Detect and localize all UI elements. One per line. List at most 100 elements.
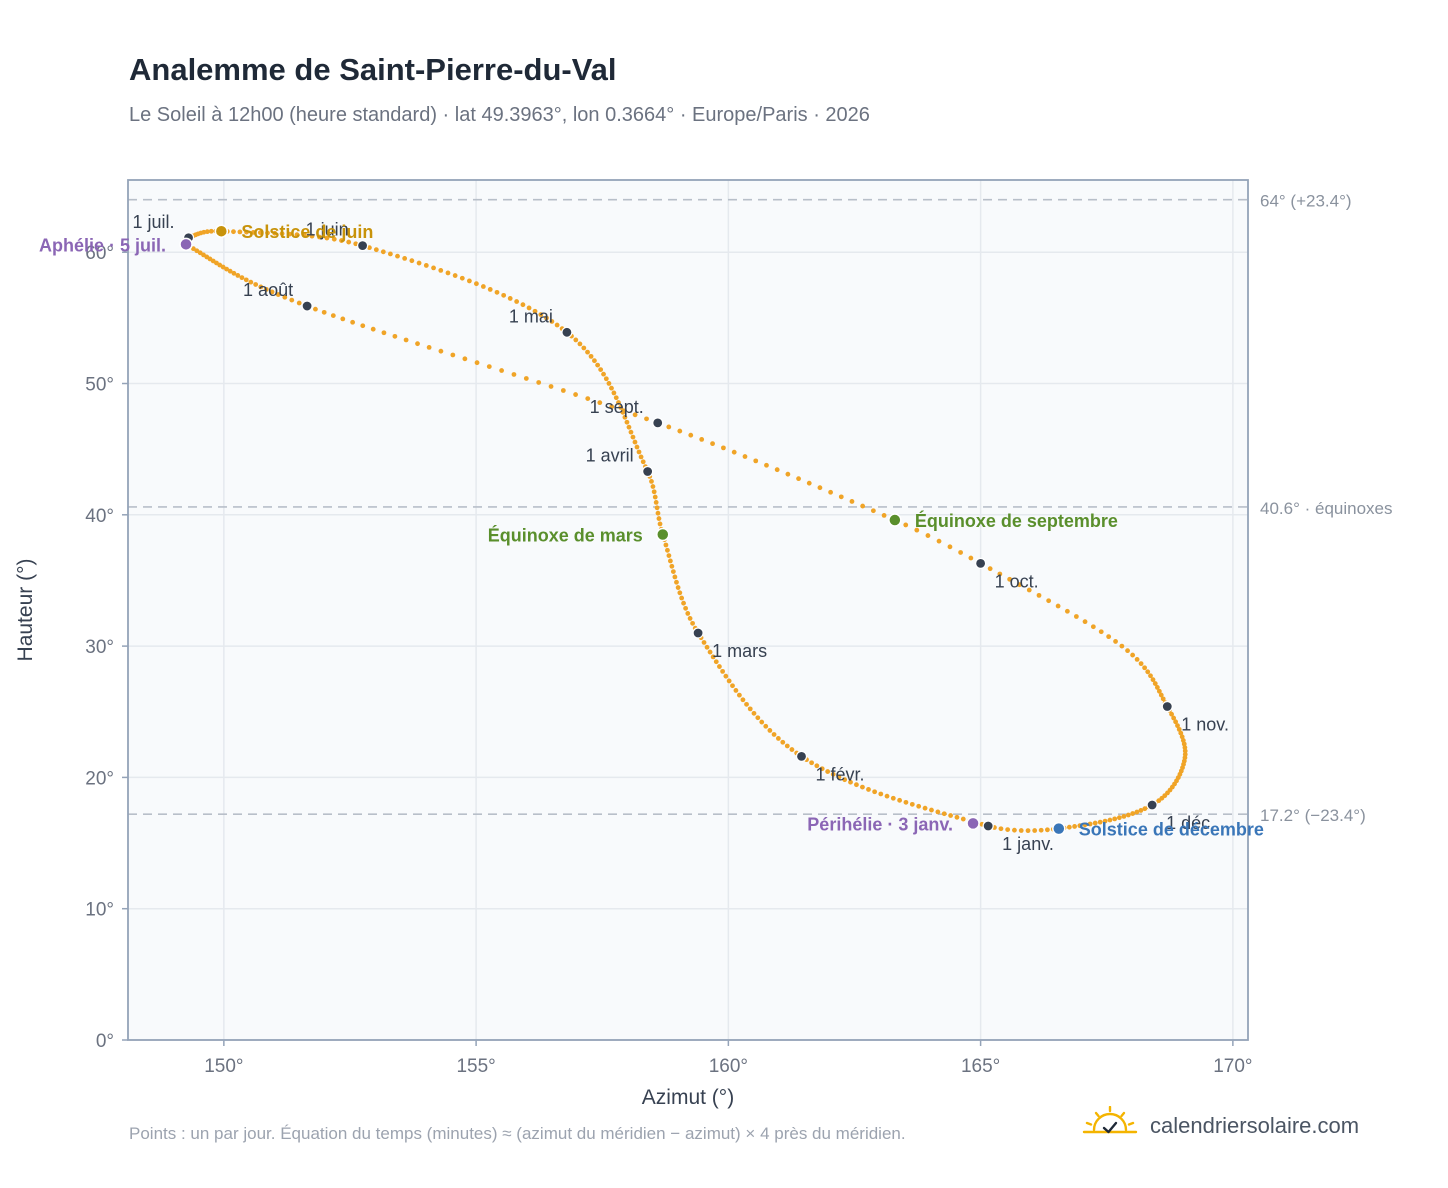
daily-point bbox=[450, 352, 456, 358]
daily-point bbox=[313, 306, 318, 312]
daily-point bbox=[884, 793, 890, 799]
daily-point bbox=[747, 706, 753, 712]
daily-point bbox=[767, 728, 773, 733]
daily-point bbox=[597, 400, 603, 406]
plot-frame bbox=[127, 179, 1249, 1041]
daily-point bbox=[1092, 820, 1098, 826]
daily-point bbox=[330, 313, 336, 318]
daily-point bbox=[507, 296, 513, 301]
daily-point bbox=[1176, 726, 1182, 732]
x-tick-label: 155° bbox=[456, 1056, 495, 1077]
daily-point bbox=[279, 231, 285, 237]
month-label: 1 déc. bbox=[1166, 813, 1215, 833]
daily-point bbox=[657, 521, 663, 527]
daily-point bbox=[462, 356, 468, 362]
daily-point bbox=[1026, 587, 1032, 593]
daily-point bbox=[1171, 715, 1177, 721]
daily-point bbox=[501, 292, 507, 298]
daily-point bbox=[239, 275, 245, 281]
daily-point bbox=[227, 268, 233, 274]
daily-point bbox=[1012, 827, 1017, 833]
daily-point bbox=[426, 345, 432, 350]
y-tick-label: 50° bbox=[85, 375, 114, 396]
reference-line-label: 40.6° · équinoxes bbox=[1260, 499, 1393, 518]
daily-point bbox=[1125, 812, 1131, 818]
daily-point bbox=[592, 358, 597, 364]
daily-point bbox=[860, 784, 865, 790]
daily-point bbox=[819, 766, 825, 772]
daily-point bbox=[763, 723, 769, 729]
daily-point bbox=[514, 299, 520, 304]
daily-point bbox=[789, 747, 795, 752]
daily-point bbox=[903, 799, 909, 805]
daily-point bbox=[683, 605, 689, 611]
daily-point bbox=[544, 315, 549, 321]
daily-point bbox=[817, 485, 823, 491]
month-label: 1 mai bbox=[509, 306, 553, 326]
daily-point bbox=[526, 305, 532, 311]
daily-point bbox=[1055, 603, 1061, 609]
daily-point bbox=[494, 289, 500, 295]
brand[interactable]: calendriersolaire.com bbox=[1082, 1105, 1359, 1145]
y-tick-label: 10° bbox=[85, 900, 114, 921]
daily-point bbox=[1046, 598, 1052, 604]
daily-point bbox=[1097, 819, 1103, 825]
event-marker bbox=[179, 237, 193, 252]
event-label: Solstice de décembre bbox=[1079, 820, 1264, 840]
month-label: 1 oct. bbox=[995, 571, 1039, 591]
daily-point bbox=[613, 395, 619, 401]
daily-point bbox=[296, 300, 302, 306]
daily-point bbox=[1090, 624, 1096, 630]
month-marker bbox=[301, 300, 313, 312]
daily-point bbox=[595, 362, 601, 368]
y-tick-label: 40° bbox=[85, 506, 114, 527]
month-marker bbox=[982, 820, 994, 832]
daily-point bbox=[339, 238, 344, 243]
daily-point bbox=[669, 563, 675, 569]
daily-point bbox=[663, 542, 669, 548]
daily-point bbox=[674, 579, 679, 585]
daily-point bbox=[687, 616, 693, 621]
daily-point bbox=[1072, 824, 1078, 829]
daily-point bbox=[830, 771, 836, 777]
daily-point bbox=[656, 516, 662, 521]
daily-point bbox=[380, 249, 386, 255]
daily-point bbox=[431, 265, 436, 271]
daily-point bbox=[753, 458, 759, 464]
daily-point bbox=[1142, 806, 1148, 812]
daily-point bbox=[621, 408, 626, 414]
daily-point bbox=[721, 445, 726, 451]
daily-point bbox=[630, 434, 636, 440]
daily-point bbox=[679, 595, 685, 601]
daily-point bbox=[836, 774, 842, 780]
daily-point bbox=[409, 258, 415, 264]
daily-point bbox=[294, 232, 300, 238]
daily-point bbox=[190, 246, 196, 252]
daily-point bbox=[948, 813, 954, 818]
daily-point bbox=[370, 326, 376, 332]
daily-point bbox=[1125, 648, 1130, 654]
daily-point bbox=[936, 538, 942, 544]
daily-point bbox=[1018, 828, 1024, 833]
daily-point bbox=[1064, 608, 1070, 614]
daily-point bbox=[387, 251, 393, 257]
daily-point bbox=[257, 230, 263, 236]
daily-point bbox=[870, 508, 876, 514]
daily-point bbox=[350, 319, 356, 325]
daily-point bbox=[452, 273, 458, 278]
x-axis-label: Azimut (°) bbox=[642, 1086, 734, 1109]
daily-point bbox=[710, 441, 715, 447]
daily-point bbox=[1087, 821, 1093, 827]
daily-point bbox=[1169, 711, 1174, 717]
daily-point bbox=[1134, 809, 1140, 815]
daily-point bbox=[968, 555, 974, 561]
page-title: Analemme de Saint-Pierre-du-Val bbox=[129, 52, 617, 87]
month-marker bbox=[1161, 700, 1173, 713]
daily-point bbox=[866, 787, 871, 792]
daily-point bbox=[235, 273, 241, 278]
daily-point bbox=[289, 297, 295, 303]
y-tick-label: 60° bbox=[85, 243, 114, 264]
daily-point bbox=[828, 489, 833, 495]
daily-point bbox=[1182, 745, 1188, 750]
